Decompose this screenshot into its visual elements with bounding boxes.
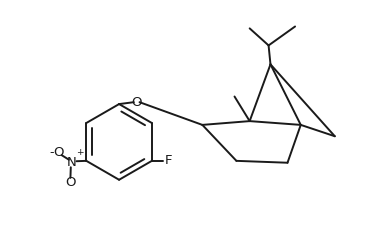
Text: +: +	[76, 148, 84, 157]
Text: -: -	[49, 146, 53, 159]
Text: F: F	[164, 154, 172, 167]
Text: N: N	[67, 156, 77, 169]
Text: O: O	[131, 96, 141, 109]
Text: O: O	[65, 176, 75, 189]
Text: O: O	[53, 146, 64, 159]
